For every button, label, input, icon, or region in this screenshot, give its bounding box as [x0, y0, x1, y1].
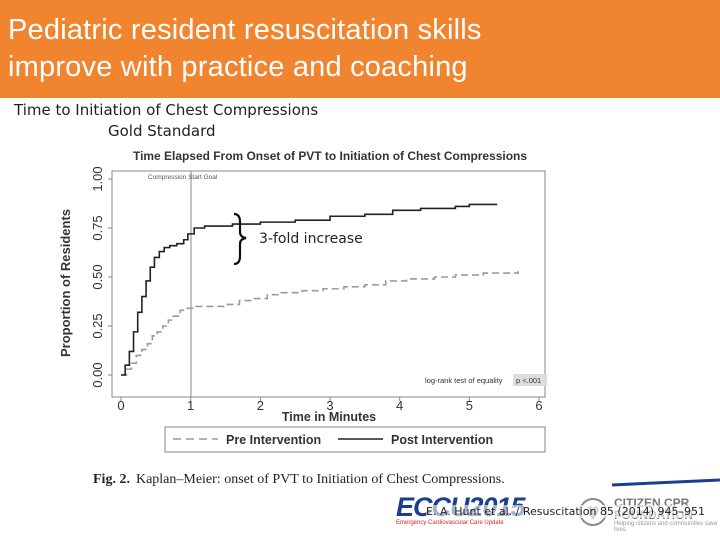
ecc-logo-subtext: Emergency Cardiovascular Care Update: [396, 520, 504, 526]
y-tick-label: 0.50: [90, 264, 105, 289]
slide-title: Pediatric resident resuscitation skills …: [8, 12, 482, 86]
slide-title-line-2: improve with practice and coaching: [8, 51, 468, 83]
goal-line-label: Compression Start Goal: [148, 174, 218, 181]
chart-subtitle-gold-standard: Gold Standard: [108, 122, 216, 140]
x-tick-label: 0: [117, 398, 124, 413]
citizen-cpr-tagline: Helping citizens and communities save li…: [614, 521, 718, 533]
figure-caption-label: Fig. 2.: [93, 472, 130, 487]
legend-post-label: Post Intervention: [391, 433, 493, 447]
figure-caption: Fig. 2. Kaplan–Meier: onset of PVT to Ini…: [93, 472, 505, 488]
x-axis-label: Time in Minutes: [282, 410, 376, 424]
chart-title: Time Elapsed From Onset of PVT to Initia…: [133, 149, 527, 163]
annotation-text: 3-fold increase: [259, 231, 363, 247]
series-layer: [121, 203, 519, 376]
y-tick-label: 0.00: [90, 362, 105, 387]
logrank-label: log-rank test of equality: [425, 376, 503, 385]
logrank-pvalue-box: [513, 374, 547, 386]
y-axis-label: Proportion of Residents: [58, 209, 73, 357]
plot-area: [111, 170, 546, 398]
x-tick-label: 5: [466, 398, 473, 413]
annotation-brace: [233, 212, 247, 266]
figure-caption-text: Kaplan–Meier: onset of PVT to Initiation…: [135, 472, 505, 487]
x-axis: 0 1 2 3 4 5 6: [117, 397, 543, 413]
y-tick-label: 1.00: [90, 166, 105, 191]
citation: E. A. Hunt et al. / Resuscitation 85 (20…: [426, 505, 705, 518]
title-bar: Pediatric resident resuscitation skills …: [0, 0, 720, 98]
x-tick-label: 4: [396, 398, 403, 413]
series-line-pre-intervention: [121, 271, 519, 376]
x-tick-label: 3: [326, 398, 333, 413]
x-tick-label: 2: [257, 398, 264, 413]
chart-subtitle: Time to Initiation of Chest Compressions: [14, 101, 319, 119]
series-line-post-intervention: [121, 203, 498, 376]
logrank-pvalue: p <.001: [516, 376, 541, 385]
y-axis: 0.00 0.25 0.50 0.75 1.00: [90, 166, 112, 388]
legend-pre-label: Pre Intervention: [226, 433, 321, 447]
y-tick-label: 0.75: [90, 215, 105, 240]
x-tick-label: 1: [187, 398, 194, 413]
x-tick-label: 6: [535, 398, 542, 413]
y-tick-label: 0.25: [90, 313, 105, 338]
slide-title-line-1: Pediatric resident resuscitation skills: [8, 14, 482, 46]
